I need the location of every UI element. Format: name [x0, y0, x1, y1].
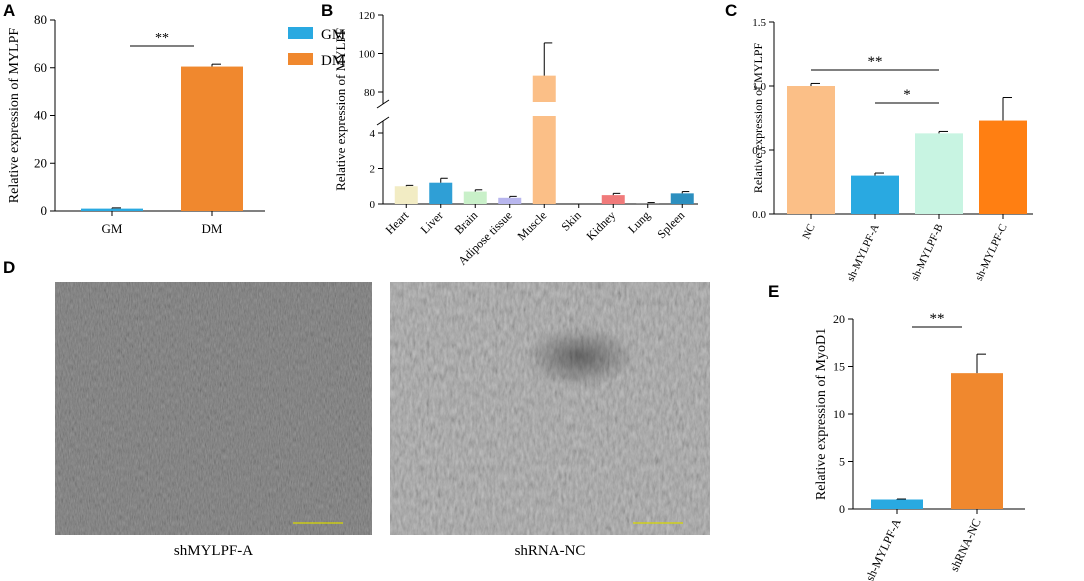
x-tick-label: NC — [800, 222, 817, 241]
x-tick-label: sh-MYLPF-A — [845, 222, 882, 283]
significance-label: ** — [868, 54, 883, 70]
x-tick-label: Brain — [452, 208, 481, 237]
y-tick-label: 60 — [34, 60, 47, 75]
bar — [81, 208, 143, 211]
y-tick-label: 20 — [34, 155, 47, 170]
x-tick-label: Lung — [625, 208, 653, 236]
bar — [463, 191, 487, 204]
y-axis-label: Relative expression of MYLPF — [333, 28, 348, 191]
y-tick-label: 120 — [359, 10, 376, 22]
bar — [951, 373, 1003, 509]
x-tick-label: sh-MYLPF-B — [909, 222, 946, 282]
axis-break-mark — [376, 99, 390, 109]
significance-label: * — [903, 87, 911, 103]
panel-letter-a: A — [3, 1, 16, 20]
bar — [851, 175, 899, 214]
x-tick-label: DM — [202, 221, 223, 236]
chart-c: 0.0 0.5 1.0 1.5 Relative expression of MYLPF… — [751, 17, 1033, 283]
micrograph-image-a — [55, 282, 372, 535]
panel-letter-b: B — [321, 1, 334, 20]
bar — [429, 182, 453, 204]
micrograph-caption-a: shMYLPF-A — [173, 543, 254, 559]
bar — [915, 133, 963, 214]
micrograph-caption-nc: shRNA-NC — [514, 543, 586, 559]
x-tick-label: sh-MYLPF-C — [973, 222, 1010, 282]
panel-letter-e: E — [768, 282, 780, 301]
legend-swatch — [288, 53, 313, 65]
x-tick-label: shRNA-NC — [947, 516, 984, 573]
bar — [636, 203, 660, 204]
y-tick-label: 80 — [364, 87, 376, 99]
y-tick-label: 1.5 — [752, 17, 766, 29]
chart-b: 80 100 120 0 2 4 Relative expression of MYLPF H… — [333, 10, 698, 268]
y-tick-label: 5 — [839, 455, 845, 469]
x-tick-label: Kidney — [583, 208, 618, 243]
bar — [532, 116, 556, 204]
micrograph-image-nc — [390, 282, 710, 535]
x-tick-label: Skin — [558, 208, 583, 233]
x-tick-label: Muscle — [514, 208, 549, 243]
x-tick-label: GM — [102, 221, 123, 236]
micrograph-shrna-nc — [390, 282, 710, 535]
y-tick-label: 0 — [839, 502, 845, 516]
y-axis-label: Relative expression of MyoD1 — [814, 328, 829, 500]
bar — [979, 120, 1027, 214]
panel-letter-c: C — [725, 1, 738, 20]
x-tick-label: Spleen — [654, 208, 687, 241]
bar — [498, 197, 522, 204]
bar — [394, 186, 418, 204]
legend-label: GM — [321, 27, 345, 43]
chart-e: 0 5 10 15 20 Relative expression of MyoD1 sh-M… — [814, 311, 1025, 581]
y-tick-label: 80 — [34, 12, 47, 27]
bar — [871, 499, 923, 509]
x-tick-label: sh-MYLPF-A — [863, 516, 904, 581]
y-tick-label: 0.0 — [752, 209, 766, 221]
y-tick-label: 4 — [370, 128, 376, 140]
bar — [601, 195, 625, 204]
y-tick-label: 10 — [833, 407, 845, 421]
significance-label: ** — [930, 311, 945, 327]
y-tick-label: 0 — [370, 199, 376, 211]
significance-label: ** — [155, 31, 169, 46]
micrograph-shmylpf-a — [55, 282, 372, 535]
axis-break-mark — [376, 116, 390, 126]
y-tick-label: 100 — [359, 49, 376, 61]
panel-letter-d: D — [3, 258, 16, 277]
x-tick-label: Liver — [418, 208, 446, 236]
y-tick-label: 20 — [833, 312, 845, 326]
y-axis-label: Relative expression of MYLPF — [751, 43, 765, 194]
y-tick-label: 40 — [34, 108, 47, 123]
y-tick-label: 0 — [41, 203, 48, 218]
legend-swatch — [288, 27, 313, 39]
bar — [787, 86, 835, 214]
y-tick-label: 2 — [370, 164, 376, 176]
bar-upper — [532, 75, 556, 102]
legend-label: DM — [321, 53, 345, 69]
y-axis-label: Relative expression of MYLPF — [7, 28, 22, 204]
x-tick-label: Heart — [383, 208, 412, 237]
y-tick-label: 0.5 — [752, 145, 766, 157]
bar — [181, 66, 243, 212]
bar — [670, 193, 694, 204]
y-tick-label: 1.0 — [752, 81, 766, 93]
y-tick-label: 15 — [833, 360, 845, 374]
